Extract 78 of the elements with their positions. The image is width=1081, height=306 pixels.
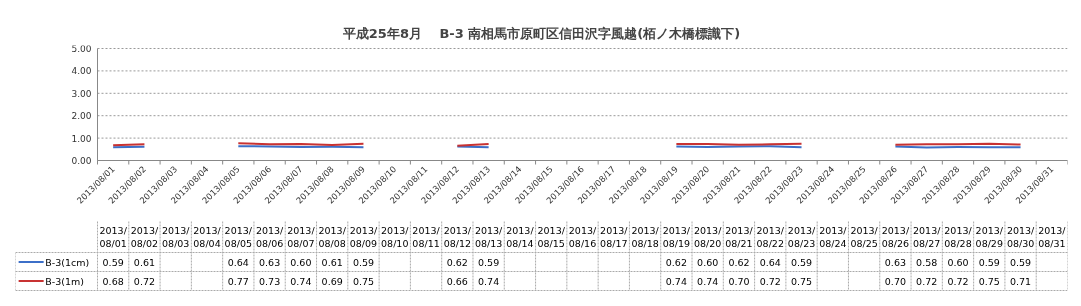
category-label: 2013/08/09	[349, 224, 378, 250]
data-label: 0.61	[133, 256, 156, 268]
data-label: 0.63	[884, 256, 906, 268]
category-label: 2013/08/31	[1038, 224, 1066, 250]
category-label: 2013/08/05	[224, 224, 253, 250]
category-label: 2013/08/12	[443, 224, 472, 250]
data-label: 0.60	[697, 256, 719, 268]
category-label: 2013/08/18	[631, 224, 659, 250]
data-label: 0.69	[321, 275, 343, 287]
category-label: 2013/08/02	[130, 224, 159, 250]
y-tick-label: 1.00	[71, 133, 92, 144]
y-tick-label: 2.00	[71, 111, 92, 122]
data-label: 0.59	[790, 256, 813, 268]
category-label: 2013/08/14	[506, 224, 534, 250]
category-label: 2013/08/30	[1006, 224, 1035, 250]
category-label: 2013/08/28	[944, 224, 972, 250]
data-label: 0.66	[446, 275, 468, 287]
legend-label: B-3(1m)	[45, 275, 84, 287]
y-tick-label: 5.00	[71, 44, 92, 54]
data-label: 0.64	[227, 256, 249, 268]
category-label: 2013/08/13	[474, 224, 503, 250]
data-label: 0.59	[478, 256, 500, 268]
data-label: 0.62	[728, 256, 750, 268]
category-label: 2013/08/27	[913, 224, 941, 250]
chart-title: 平成25年8月 B-3 南相馬市原町区信田沢字風越(栢ノ木橋標識下)	[341, 25, 741, 41]
category-label: 2013/08/29	[975, 224, 1003, 250]
y-tick-label: 0.00	[71, 156, 92, 166]
data-label: 0.59	[1009, 256, 1032, 268]
data-label: 0.74	[290, 275, 312, 287]
category-label: 2013/08/24	[819, 224, 847, 250]
data-label: 0.58	[916, 256, 938, 268]
data-label: 0.71	[1009, 275, 1032, 287]
y-tick-label: 4.00	[71, 66, 92, 77]
data-label: 0.62	[665, 256, 687, 268]
category-label: 2013/08/11	[412, 224, 440, 250]
data-label: 0.72	[916, 275, 938, 287]
category-label: 2013/08/22	[756, 224, 784, 250]
category-label: 2013/08/17	[600, 224, 628, 250]
data-label: 0.60	[947, 256, 969, 268]
data-label: 0.64	[759, 256, 781, 268]
data-label: 0.72	[947, 275, 969, 287]
data-label: 0.72	[133, 275, 156, 287]
category-label: 2013/08/20	[693, 224, 722, 250]
data-label: 0.75	[790, 275, 813, 287]
category-label: 2013/08/06	[255, 224, 284, 250]
data-label: 0.61	[321, 256, 343, 268]
category-label: 2013/08/10	[381, 224, 409, 250]
category-label: 2013/08/19	[662, 224, 691, 250]
category-label: 2013/08/03	[162, 224, 190, 250]
category-label: 2013/08/08	[318, 224, 346, 250]
category-label: 2013/08/26	[881, 224, 910, 250]
y-tick-label: 3.00	[71, 88, 92, 99]
data-label: 0.60	[290, 256, 312, 268]
category-label: 2013/08/21	[725, 224, 753, 250]
data-label: 0.68	[102, 275, 124, 287]
data-label: 0.73	[259, 275, 281, 287]
category-label: 2013/08/15	[537, 224, 565, 250]
category-label: 2013/08/04	[193, 224, 221, 250]
data-label: 0.75	[352, 275, 375, 287]
data-label: 0.59	[352, 256, 375, 268]
data-label: 0.72	[759, 275, 781, 287]
legend-label: B-3(1cm)	[45, 256, 90, 268]
data-label: 0.74	[665, 275, 687, 287]
category-label: 2013/08/25	[850, 224, 878, 250]
category-label: 2013/08/23	[787, 224, 816, 250]
data-label: 0.59	[102, 256, 124, 268]
data-label: 0.75	[978, 275, 1000, 287]
category-label: 2013/08/16	[568, 224, 597, 250]
data-label: 0.59	[978, 256, 1000, 268]
category-label: 2013/08/01	[99, 224, 127, 250]
category-label: 2013/08/07	[287, 224, 315, 250]
data-label: 0.74	[697, 275, 719, 287]
data-label: 0.74	[478, 275, 500, 287]
data-label: 0.62	[446, 256, 468, 268]
data-label: 0.63	[259, 256, 281, 268]
data-label: 0.70	[728, 275, 750, 287]
data-label: 0.70	[884, 275, 906, 287]
data-label: 0.77	[227, 275, 249, 287]
